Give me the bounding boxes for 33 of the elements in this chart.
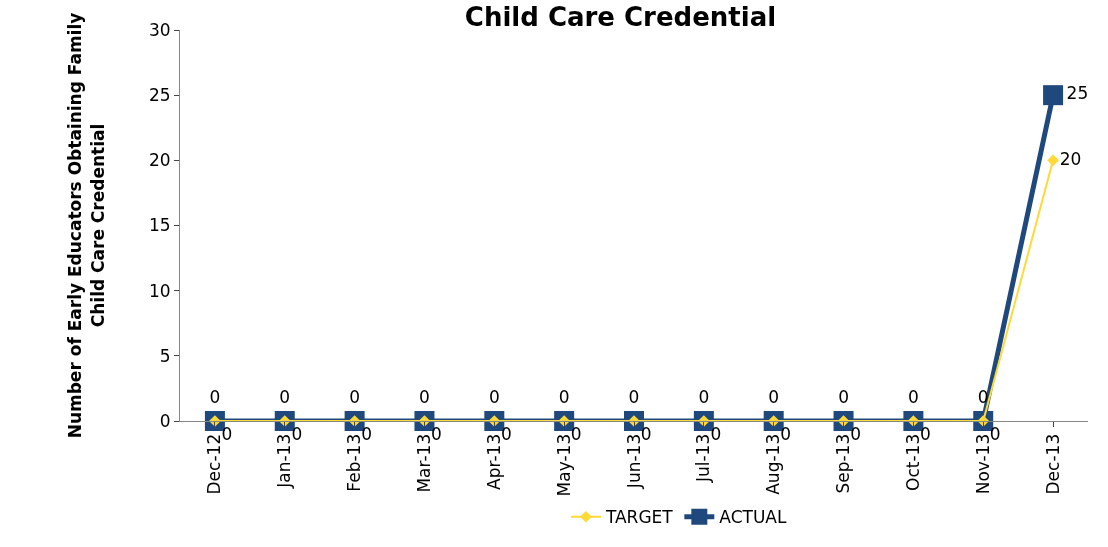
data-label: 0 bbox=[349, 387, 361, 408]
y-tick-label: 0 bbox=[159, 410, 171, 431]
y-tick-label: 5 bbox=[159, 345, 171, 366]
data-label: 0 bbox=[419, 387, 430, 408]
data-label: 0 bbox=[570, 424, 582, 445]
point bbox=[1043, 85, 1064, 106]
data-label: 20 bbox=[1059, 148, 1082, 169]
chart-title: Child Care Credential bbox=[464, 2, 777, 33]
data-label: 0 bbox=[920, 424, 931, 445]
data-label: 0 bbox=[279, 387, 291, 408]
legend-label: TARGET bbox=[604, 507, 674, 528]
data-label: 0 bbox=[768, 387, 780, 408]
data-label: 25 bbox=[1066, 83, 1089, 104]
data-label: 0 bbox=[558, 387, 570, 408]
legend-label: ACTUAL bbox=[719, 507, 787, 528]
data-label: 0 bbox=[431, 424, 442, 445]
data-label: 0 bbox=[838, 387, 849, 408]
y-tick-label: 25 bbox=[148, 85, 171, 106]
y-tick-label: 20 bbox=[148, 150, 171, 171]
point bbox=[1047, 154, 1059, 167]
data-label: 0 bbox=[907, 387, 919, 408]
data-label: 0 bbox=[640, 424, 652, 445]
data-label: 0 bbox=[209, 387, 221, 408]
data-label: 0 bbox=[698, 387, 710, 408]
data-label: 0 bbox=[500, 424, 512, 445]
data-label: 0 bbox=[488, 387, 500, 408]
y-tick-label: 15 bbox=[148, 215, 171, 236]
y-tick-label: 30 bbox=[148, 19, 171, 40]
data-label: 0 bbox=[989, 424, 1001, 445]
y-axis-title: Number of Early Educators Obtaining Family Child Care Credential bbox=[65, 12, 108, 439]
data-label: 0 bbox=[628, 387, 640, 408]
x-tick-label: Dec-13 bbox=[1042, 433, 1063, 495]
y-tick-label: 10 bbox=[148, 280, 171, 301]
